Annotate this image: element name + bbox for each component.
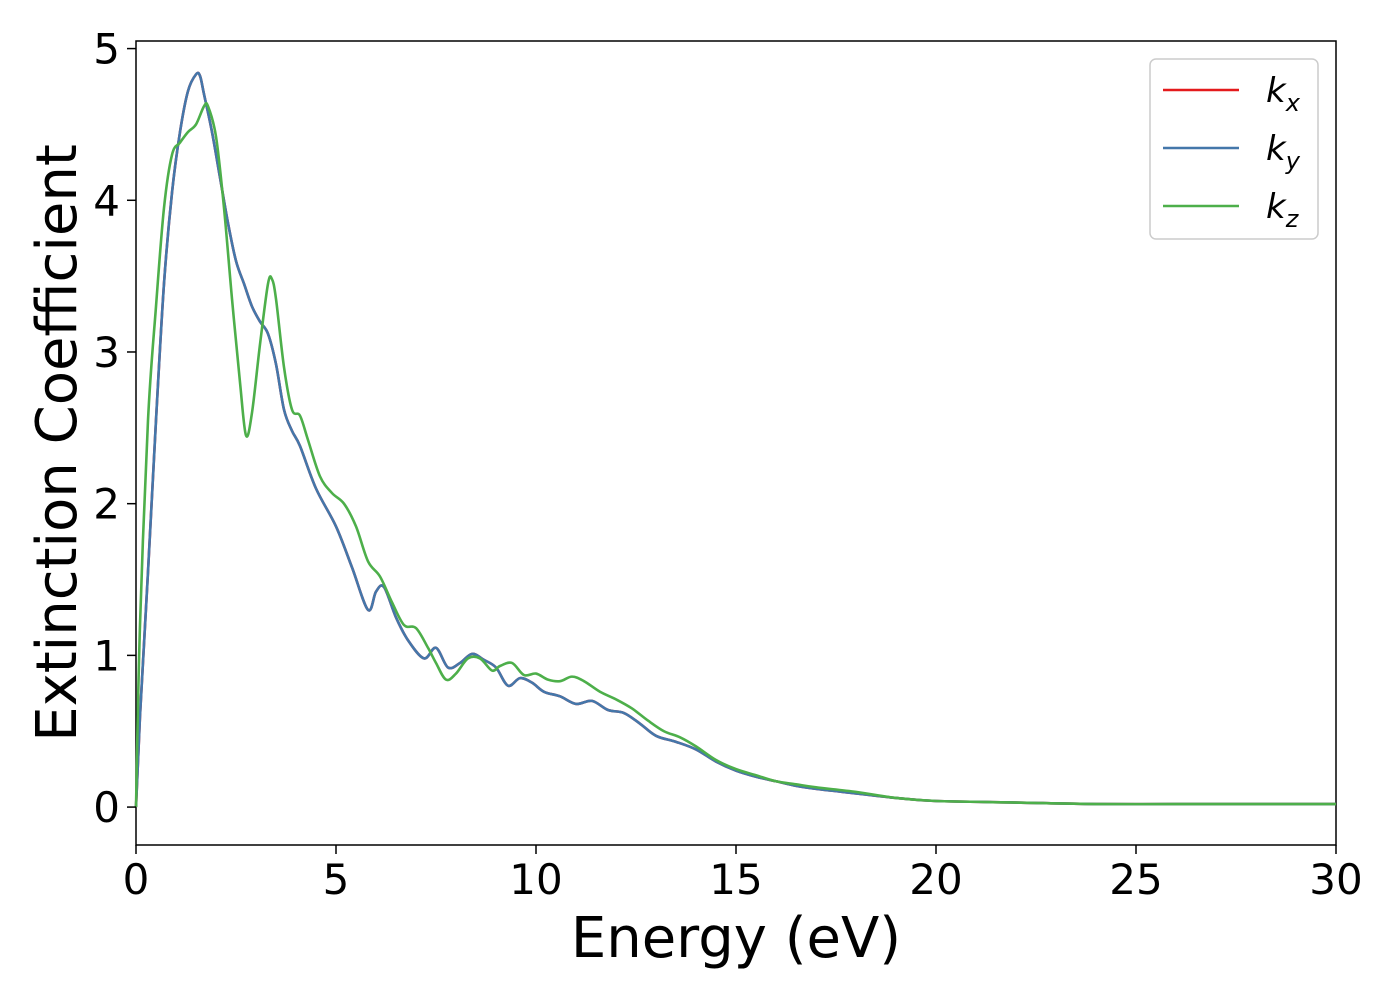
y-axis-ticks: 0 1 2 3 4 5 [93, 25, 136, 832]
legend-label-base: k [1266, 187, 1287, 227]
x-tick-label: 25 [1109, 855, 1162, 904]
y-tick-label: 2 [93, 480, 120, 529]
legend-label-kz: kz [1266, 187, 1300, 233]
x-axis-title: Energy (eV) [571, 906, 901, 971]
x-tick-label: 20 [909, 855, 962, 904]
x-tick-label: 10 [509, 855, 562, 904]
x-tick-label: 0 [123, 855, 150, 904]
y-axis-title: Extinction Coefficient [25, 144, 90, 742]
x-tick-label: 15 [709, 855, 762, 904]
x-tick-label: 30 [1309, 855, 1362, 904]
x-axis-ticks: 0 5 10 15 20 25 30 [123, 845, 1363, 904]
axes-frame [135, 40, 1337, 846]
legend-label-base: k [1266, 71, 1287, 111]
y-tick-label: 0 [93, 783, 120, 832]
y-tick-label: 1 [93, 631, 120, 680]
legend-label-subscript: z [1285, 205, 1300, 233]
legend-label-subscript: x [1285, 89, 1301, 117]
legend-label-kx: kx [1266, 71, 1301, 117]
y-tick-label: 4 [93, 176, 120, 225]
legend-label-subscript: y [1285, 147, 1301, 175]
y-tick-label: 3 [93, 328, 120, 377]
legend-label-base: k [1266, 129, 1287, 169]
plot-area [134, 40, 1337, 846]
x-tick-label: 5 [323, 855, 350, 904]
series-layer [134, 71, 1336, 808]
series-line-kz [134, 101, 1336, 808]
legend-label-ky: ky [1266, 129, 1301, 175]
y-tick-label: 5 [93, 25, 120, 74]
